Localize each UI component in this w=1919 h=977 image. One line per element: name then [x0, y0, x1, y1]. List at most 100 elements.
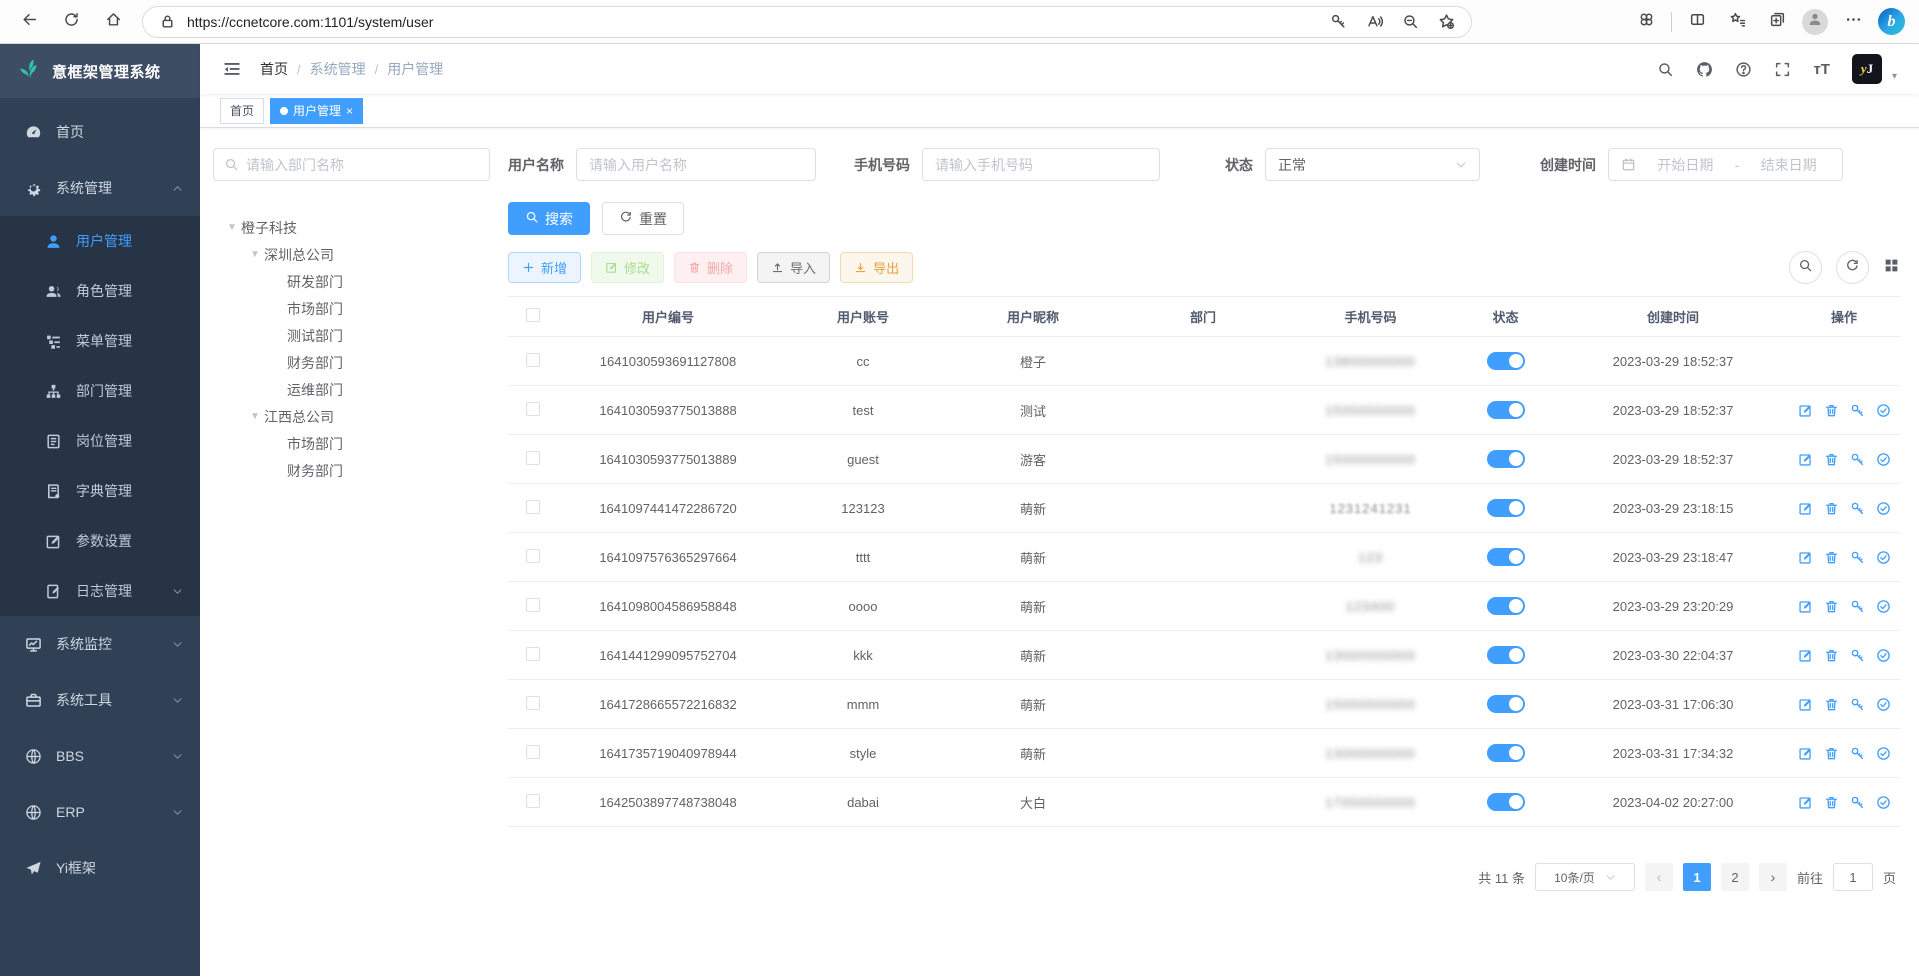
- refresh-table-button[interactable]: [1836, 251, 1869, 284]
- status-toggle[interactable]: [1486, 499, 1525, 517]
- tree-expand-icon[interactable]: ▼: [250, 249, 260, 260]
- row-checkbox[interactable]: [526, 646, 540, 661]
- goto-page-input[interactable]: [1832, 863, 1873, 891]
- assign-role-icon[interactable]: [1876, 746, 1891, 761]
- reset-password-icon[interactable]: [1850, 599, 1865, 614]
- edit-row-icon[interactable]: [1798, 501, 1813, 516]
- sidebar-item-用户管理[interactable]: 用户管理: [0, 216, 200, 266]
- browser-home-button[interactable]: [98, 7, 128, 37]
- sidebar-item-ERP[interactable]: ERP: [0, 784, 200, 840]
- row-checkbox[interactable]: [526, 744, 540, 759]
- assign-role-icon[interactable]: [1876, 501, 1891, 516]
- delete-row-icon[interactable]: [1824, 403, 1839, 418]
- sidebar-item-部门管理[interactable]: 部门管理: [0, 366, 200, 416]
- assign-role-icon[interactable]: [1876, 452, 1891, 467]
- delete-row-icon[interactable]: [1824, 697, 1839, 712]
- github-icon[interactable]: [1696, 61, 1713, 78]
- delete-row-icon[interactable]: [1824, 452, 1839, 467]
- edit-row-icon[interactable]: [1798, 795, 1813, 810]
- collapse-sidebar-icon[interactable]: [222, 59, 242, 79]
- search-button[interactable]: 搜索: [508, 202, 590, 235]
- reset-password-icon[interactable]: [1850, 697, 1865, 712]
- status-toggle[interactable]: [1486, 793, 1525, 811]
- sidebar-item-首页[interactable]: 首页: [0, 104, 200, 160]
- edit-row-icon[interactable]: [1798, 746, 1813, 761]
- tree-node-江西总公司[interactable]: ▼ 江西总公司: [213, 403, 490, 430]
- delete-row-icon[interactable]: [1824, 746, 1839, 761]
- sidebar-item-系统监控[interactable]: 系统监控: [0, 616, 200, 672]
- row-checkbox[interactable]: [526, 793, 540, 808]
- tree-node-测试部门[interactable]: 测试部门: [213, 322, 490, 349]
- tree-node-市场部门[interactable]: 市场部门: [213, 430, 490, 457]
- breadcrumb-item[interactable]: 首页: [260, 61, 288, 77]
- avatar-caret-icon[interactable]: ▾: [1891, 71, 1897, 82]
- 新增-button[interactable]: 新增: [508, 252, 582, 283]
- page-button-1[interactable]: 1: [1682, 863, 1711, 891]
- status-toggle[interactable]: [1486, 646, 1525, 664]
- app-logo[interactable]: 意框架管理系统: [0, 44, 200, 98]
- delete-row-icon[interactable]: [1824, 795, 1839, 810]
- close-tab-icon[interactable]: ×: [346, 103, 354, 118]
- address-bar[interactable]: https://ccnetcore.com:1101/system/user: [142, 5, 1472, 38]
- 导入-button[interactable]: 导入: [757, 252, 831, 283]
- browser-refresh-button[interactable]: [56, 7, 86, 37]
- edit-row-icon[interactable]: [1798, 599, 1813, 614]
- tree-expand-icon[interactable]: ▼: [250, 411, 260, 422]
- status-toggle[interactable]: [1486, 401, 1525, 419]
- reset-password-icon[interactable]: [1850, 550, 1865, 565]
- delete-row-icon[interactable]: [1824, 550, 1839, 565]
- edit-row-icon[interactable]: [1798, 403, 1813, 418]
- tree-node-深圳总公司[interactable]: ▼ 深圳总公司: [213, 241, 490, 268]
- edit-row-icon[interactable]: [1798, 648, 1813, 663]
- status-toggle[interactable]: [1486, 450, 1525, 468]
- zoom-out-icon[interactable]: [1395, 7, 1425, 37]
- tab-用户管理[interactable]: 用户管理 ×: [270, 97, 364, 124]
- browser-profile-avatar[interactable]: [1802, 8, 1828, 35]
- split-screen-icon[interactable]: [1682, 7, 1712, 37]
- sidebar-item-BBS[interactable]: BBS: [0, 728, 200, 784]
- status-toggle[interactable]: [1486, 352, 1525, 370]
- sidebar-item-系统管理[interactable]: 系统管理: [0, 160, 200, 216]
- edit-row-icon[interactable]: [1798, 697, 1813, 712]
- extensions-icon[interactable]: [1631, 7, 1661, 37]
- sidebar-item-岗位管理[interactable]: 岗位管理: [0, 416, 200, 466]
- delete-row-icon[interactable]: [1824, 501, 1839, 516]
- assign-role-icon[interactable]: [1876, 795, 1891, 810]
- assign-role-icon[interactable]: [1876, 599, 1891, 614]
- assign-role-icon[interactable]: [1876, 403, 1891, 418]
- tab-首页[interactable]: 首页: [220, 97, 265, 124]
- row-checkbox[interactable]: [526, 401, 540, 416]
- tree-node-财务部门[interactable]: 财务部门: [213, 457, 490, 484]
- page-size-select[interactable]: 10条/页: [1534, 863, 1635, 891]
- help-question-icon[interactable]: [1735, 61, 1752, 78]
- tree-node-市场部门[interactable]: 市场部门: [213, 295, 490, 322]
- password-key-icon[interactable]: [1323, 7, 1353, 37]
- add-favorite-star-icon[interactable]: [1431, 7, 1461, 37]
- row-checkbox[interactable]: [526, 695, 540, 710]
- reset-password-icon[interactable]: [1850, 501, 1865, 516]
- tree-node-运维部门[interactable]: 运维部门: [213, 376, 490, 403]
- reset-button[interactable]: 重置: [602, 202, 684, 235]
- username-input[interactable]: 请输入用户名称: [576, 148, 816, 181]
- sidebar-item-系统工具[interactable]: 系统工具: [0, 672, 200, 728]
- sidebar-item-Yi框架[interactable]: Yi框架: [0, 840, 200, 896]
- status-toggle[interactable]: [1486, 597, 1525, 615]
- edit-row-icon[interactable]: [1798, 452, 1813, 467]
- reset-password-icon[interactable]: [1850, 746, 1865, 761]
- status-toggle[interactable]: [1486, 548, 1525, 566]
- url-text[interactable]: https://ccnetcore.com:1101/system/user: [187, 13, 434, 30]
- sidebar-item-参数设置[interactable]: 参数设置: [0, 516, 200, 566]
- assign-role-icon[interactable]: [1876, 697, 1891, 712]
- department-search-input[interactable]: 请输入部门名称: [213, 148, 490, 181]
- favorites-icon[interactable]: [1722, 7, 1752, 37]
- page-button-2[interactable]: 2: [1720, 863, 1749, 891]
- reset-password-icon[interactable]: [1850, 452, 1865, 467]
- phone-input[interactable]: 请输入手机号码: [922, 148, 1160, 181]
- tree-expand-icon[interactable]: ▼: [227, 222, 237, 233]
- prev-page-button[interactable]: ‹: [1644, 863, 1673, 891]
- date-range-picker[interactable]: 开始日期 - 结束日期: [1608, 148, 1843, 181]
- delete-row-icon[interactable]: [1824, 599, 1839, 614]
- row-checkbox[interactable]: [526, 450, 540, 465]
- edit-row-icon[interactable]: [1798, 550, 1813, 565]
